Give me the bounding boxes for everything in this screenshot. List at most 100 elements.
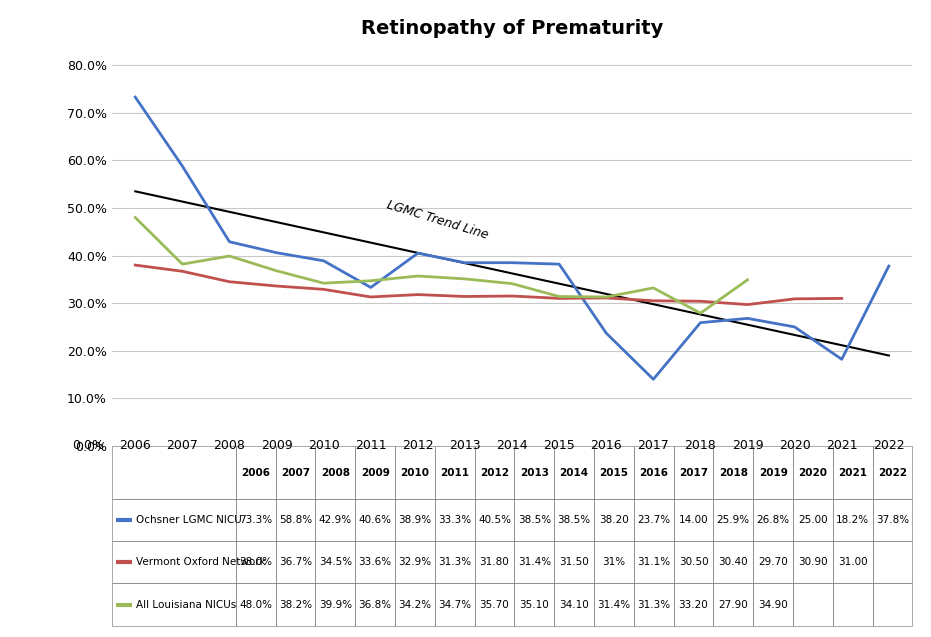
- Text: 38.5%: 38.5%: [558, 515, 590, 526]
- Text: 33.3%: 33.3%: [439, 515, 471, 526]
- Bar: [753, 583, 793, 626]
- Bar: [395, 541, 435, 583]
- Bar: [594, 541, 634, 583]
- Bar: [753, 541, 793, 583]
- Text: 14.00: 14.00: [679, 515, 708, 526]
- Text: 30.50: 30.50: [679, 557, 708, 568]
- Text: 34.90: 34.90: [758, 599, 788, 610]
- Bar: [833, 583, 872, 626]
- Text: 2008: 2008: [213, 440, 246, 452]
- Bar: [753, 499, 793, 541]
- Bar: [356, 446, 395, 499]
- Text: 35.70: 35.70: [479, 599, 509, 610]
- Bar: [554, 499, 594, 541]
- Text: 2007: 2007: [281, 468, 310, 478]
- Bar: [713, 499, 753, 541]
- Bar: [554, 583, 594, 626]
- Text: 2008: 2008: [321, 468, 350, 478]
- Bar: [674, 499, 713, 541]
- Bar: [475, 446, 515, 499]
- Text: 38.5%: 38.5%: [518, 515, 551, 526]
- Text: 2015: 2015: [544, 440, 575, 452]
- Text: 25.9%: 25.9%: [717, 515, 749, 526]
- Bar: [316, 583, 356, 626]
- Bar: [236, 583, 276, 626]
- Text: 37.8%: 37.8%: [876, 515, 909, 526]
- Text: 23.7%: 23.7%: [637, 515, 670, 526]
- Bar: [793, 583, 833, 626]
- Text: 2012: 2012: [402, 440, 434, 452]
- Bar: [674, 583, 713, 626]
- Text: 27.90: 27.90: [719, 599, 749, 610]
- Text: 2020: 2020: [778, 440, 811, 452]
- Text: 2014: 2014: [496, 440, 528, 452]
- Text: 34.7%: 34.7%: [439, 599, 471, 610]
- Bar: [395, 446, 435, 499]
- Text: 18.2%: 18.2%: [836, 515, 870, 526]
- Text: 2011: 2011: [355, 440, 386, 452]
- Text: 30.90: 30.90: [798, 557, 828, 568]
- Text: 36.8%: 36.8%: [358, 599, 392, 610]
- Text: 2014: 2014: [560, 468, 588, 478]
- Text: 34.2%: 34.2%: [398, 599, 431, 610]
- Bar: [395, 499, 435, 541]
- Bar: [435, 583, 475, 626]
- Text: LGMC Trend Line: LGMC Trend Line: [385, 199, 490, 242]
- Text: 2013: 2013: [449, 440, 480, 452]
- Text: 2009: 2009: [360, 468, 389, 478]
- Bar: [594, 446, 634, 499]
- Bar: [713, 541, 753, 583]
- Bar: [872, 446, 912, 499]
- Bar: [554, 541, 594, 583]
- Text: 2018: 2018: [684, 440, 716, 452]
- Text: 40.6%: 40.6%: [358, 515, 392, 526]
- Text: 2016: 2016: [640, 468, 668, 478]
- Bar: [475, 499, 515, 541]
- Text: 2007: 2007: [167, 440, 198, 452]
- Text: 2020: 2020: [799, 468, 828, 478]
- Text: 26.8%: 26.8%: [757, 515, 789, 526]
- Bar: [316, 499, 356, 541]
- Text: 25.00: 25.00: [798, 515, 828, 526]
- Text: 38.2%: 38.2%: [279, 599, 312, 610]
- Bar: [833, 499, 872, 541]
- Text: 39.9%: 39.9%: [318, 599, 352, 610]
- Text: Ochsner LGMC NICU: Ochsner LGMC NICU: [136, 515, 241, 526]
- Text: 31.3%: 31.3%: [439, 557, 471, 568]
- Text: 31.00: 31.00: [838, 557, 868, 568]
- Text: 2019: 2019: [759, 468, 788, 478]
- Text: 34.5%: 34.5%: [318, 557, 352, 568]
- Text: 2013: 2013: [519, 468, 548, 478]
- Text: 2022: 2022: [878, 468, 907, 478]
- Bar: [515, 541, 554, 583]
- Bar: [276, 499, 316, 541]
- Text: 2021: 2021: [838, 468, 867, 478]
- Bar: [872, 541, 912, 583]
- Text: 29.70: 29.70: [758, 557, 788, 568]
- Text: 73.3%: 73.3%: [239, 515, 272, 526]
- Text: 42.9%: 42.9%: [318, 515, 352, 526]
- Text: All Louisiana NICUs: All Louisiana NICUs: [136, 599, 236, 610]
- Bar: [435, 446, 475, 499]
- Bar: [674, 446, 713, 499]
- Bar: [356, 541, 395, 583]
- Bar: [316, 446, 356, 499]
- Text: 31.50: 31.50: [560, 557, 589, 568]
- Bar: [276, 541, 316, 583]
- Text: Vermont Oxford Network: Vermont Oxford Network: [136, 557, 265, 568]
- Bar: [356, 499, 395, 541]
- Text: 48.0%: 48.0%: [239, 599, 272, 610]
- Text: 2006: 2006: [241, 468, 270, 478]
- Bar: [276, 446, 316, 499]
- Bar: [872, 499, 912, 541]
- Text: 0.0%: 0.0%: [72, 440, 103, 452]
- Text: 30.40: 30.40: [719, 557, 749, 568]
- Text: 2012: 2012: [480, 468, 509, 478]
- Bar: [833, 541, 872, 583]
- Bar: [833, 446, 872, 499]
- Text: 31.80: 31.80: [479, 557, 509, 568]
- Bar: [515, 583, 554, 626]
- Bar: [475, 541, 515, 583]
- Bar: [435, 541, 475, 583]
- Bar: [674, 541, 713, 583]
